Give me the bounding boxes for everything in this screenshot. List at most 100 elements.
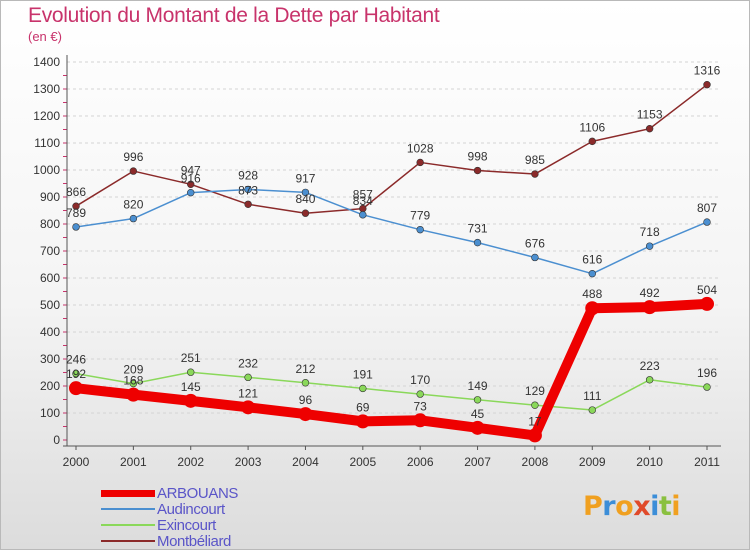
- data-point: [301, 188, 310, 197]
- y-tick-label: 1100: [34, 136, 60, 150]
- logo-letter: P: [583, 491, 603, 522]
- data-point: [69, 381, 83, 396]
- data-point: [470, 420, 485, 435]
- data-point: [298, 407, 313, 422]
- data-label: 212: [295, 362, 315, 376]
- legend-swatch: [101, 508, 155, 510]
- data-point: [531, 253, 539, 262]
- x-tick-label: 2004: [292, 455, 319, 469]
- y-axis-tick-labels: 0 100 200 300 400 500 600 700 800 900 1000 1100 1200…: [33, 55, 60, 447]
- legend-item-exincourt: Exincourt: [101, 516, 238, 534]
- legend-item-audincourt: Audincourt: [101, 500, 238, 518]
- data-point: [645, 376, 654, 384]
- data-point: [473, 238, 482, 247]
- series-line: [75, 188, 708, 275]
- y-tick-label: 200: [40, 379, 60, 393]
- data-label: 866: [66, 185, 86, 199]
- data-label: 170: [410, 373, 430, 387]
- data-point: [355, 414, 370, 429]
- data-label: 676: [525, 236, 545, 250]
- x-tick-label: 2011: [694, 455, 720, 469]
- data-point: [72, 223, 80, 231]
- logo-letter: i: [650, 491, 659, 522]
- y-tick-label: 0: [53, 433, 60, 447]
- data-label: 149: [468, 379, 488, 393]
- data-point: [301, 379, 310, 387]
- data-point: [473, 396, 482, 404]
- y-tick-label: 100: [40, 406, 60, 420]
- legend-swatch: [101, 524, 155, 526]
- data-point: [72, 202, 80, 210]
- data-point: [588, 269, 596, 278]
- axes: [63, 55, 721, 450]
- data-point: [588, 137, 596, 146]
- x-tick-label: 2001: [120, 455, 147, 469]
- logo-letter: r: [602, 491, 616, 522]
- y-tick-label: 1300: [33, 82, 60, 96]
- series-group: [69, 80, 714, 443]
- data-point: [301, 209, 310, 217]
- legend-label: Exincourt: [157, 516, 216, 534]
- data-point: [126, 387, 141, 402]
- data-point: [416, 390, 424, 398]
- x-tick-label: 2009: [579, 455, 606, 469]
- data-label: 731: [468, 222, 488, 236]
- data-label: 223: [640, 359, 660, 373]
- data-label: 192: [66, 367, 86, 381]
- data-point: [588, 406, 596, 414]
- data-label: 996: [123, 150, 143, 164]
- data-label: 492: [640, 286, 660, 300]
- data-point: [72, 369, 80, 378]
- x-tick-label: 2008: [522, 455, 549, 469]
- data-label: 111: [583, 389, 602, 403]
- data-point: [703, 383, 711, 391]
- legend-item-arbouans: ARBOUANS: [101, 484, 238, 502]
- y-tick-label: 1400: [33, 55, 60, 69]
- data-label: 121: [238, 386, 258, 400]
- data-label: 840: [295, 192, 315, 206]
- data-label: 779: [410, 209, 430, 223]
- data-point: [183, 393, 198, 408]
- data-point: [244, 200, 252, 208]
- data-label: 917: [295, 171, 315, 185]
- data-label: 69: [356, 400, 370, 414]
- legend-label: Audincourt: [157, 500, 225, 518]
- x-tick-label: 2000: [63, 455, 90, 469]
- data-label: 209: [123, 363, 143, 377]
- data-point: [241, 400, 256, 415]
- x-tick-label: 2002: [177, 455, 204, 469]
- data-label: 834: [353, 194, 373, 208]
- proxiti-logo: Proxiti: [583, 491, 681, 522]
- data-point: [703, 218, 711, 226]
- legend-label: ARBOUANS: [157, 484, 238, 502]
- data-point: [642, 300, 657, 315]
- x-tick-label: 2010: [636, 455, 663, 469]
- data-point: [416, 158, 424, 167]
- data-label: 488: [582, 287, 602, 301]
- y-tick-label: 300: [40, 352, 60, 366]
- data-label: 820: [123, 198, 143, 212]
- data-point: [585, 301, 600, 316]
- data-point: [359, 211, 367, 219]
- legend-item-montbeliard: Montbéliard: [101, 533, 238, 550]
- legend-swatch: [101, 489, 155, 497]
- data-point: [473, 166, 482, 175]
- logo-letter: x: [633, 491, 651, 522]
- data-label: 807: [697, 201, 717, 215]
- data-point: [645, 124, 654, 133]
- data-label: 928: [238, 168, 258, 182]
- data-label: 873: [238, 183, 258, 197]
- data-label: 857: [353, 188, 373, 202]
- data-label: 168: [123, 374, 143, 388]
- data-label: 916: [181, 172, 201, 186]
- logo-letter: t: [658, 491, 672, 522]
- data-point: [187, 368, 195, 376]
- data-label: 251: [181, 351, 201, 365]
- data-point: [413, 413, 428, 428]
- data-label: 129: [525, 384, 545, 398]
- grid: [67, 61, 719, 414]
- logo-letter: o: [615, 491, 634, 522]
- data-point: [700, 296, 714, 311]
